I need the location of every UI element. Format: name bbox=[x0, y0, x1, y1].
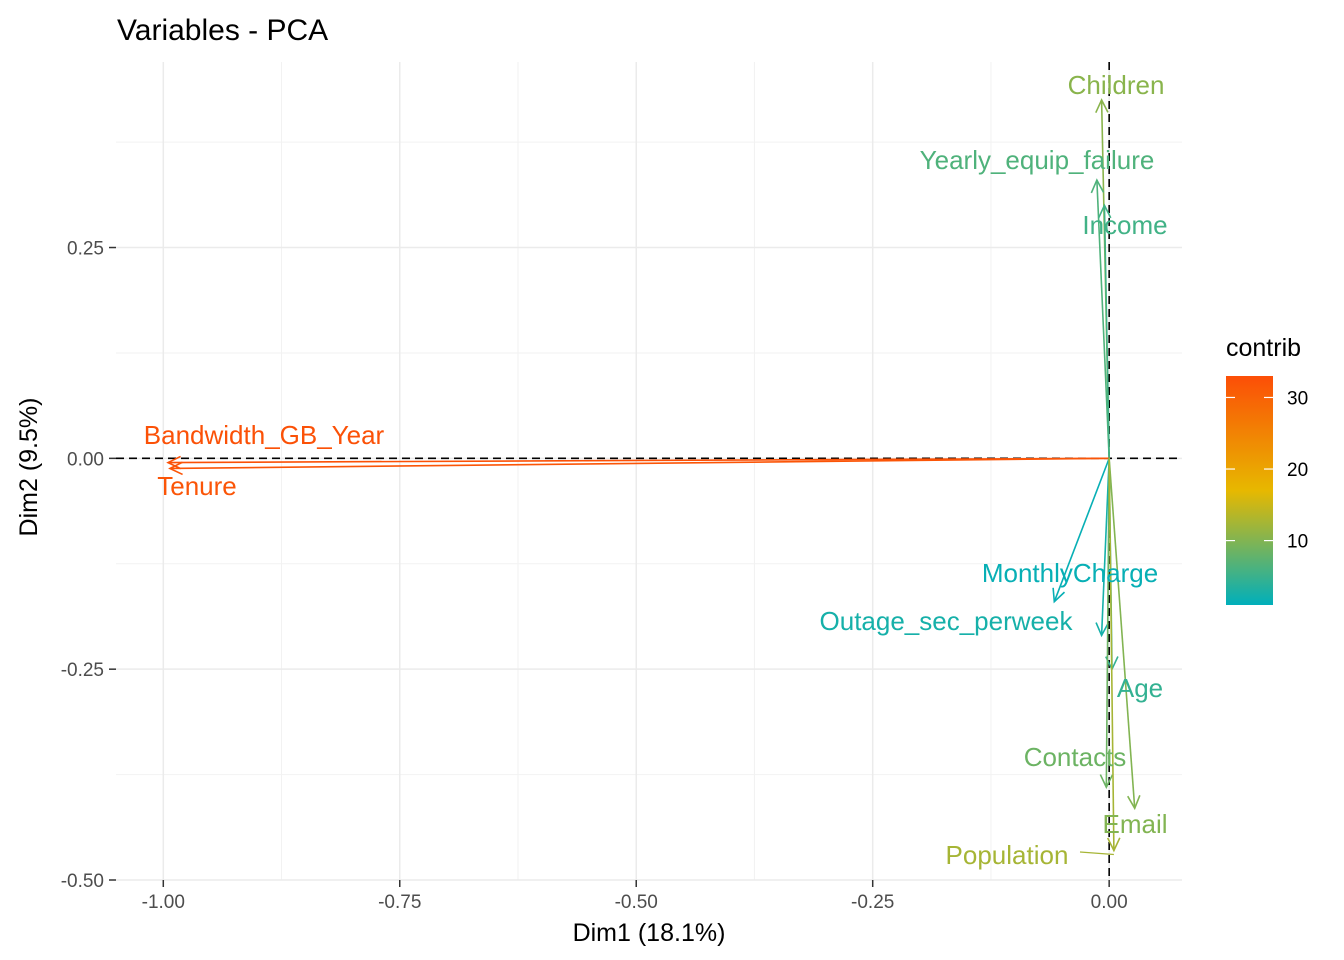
legend-tick-label: 30 bbox=[1287, 388, 1308, 409]
x-axis-ticks: -1.00 -0.75 -0.50 -0.25 0.00 bbox=[142, 880, 1128, 913]
legend-title: contrib bbox=[1226, 334, 1301, 362]
label-children: Children bbox=[1068, 70, 1165, 100]
x-tick-label: -0.50 bbox=[615, 892, 658, 913]
arrow-head-contacts bbox=[1099, 774, 1114, 790]
label-monthlycharge: MonthlyCharge bbox=[982, 558, 1158, 588]
arrow-head-monthlycharge bbox=[1052, 587, 1066, 604]
y-tick-label: -0.25 bbox=[61, 660, 104, 681]
arrow-line-outage-sec-perweek bbox=[1100, 458, 1110, 636]
label-bandwidth-gb-year: Bandwidth_GB_Year bbox=[144, 420, 385, 450]
arrow-head-email bbox=[1127, 795, 1141, 811]
legend-tick-label: 20 bbox=[1287, 460, 1308, 481]
label-connector-population bbox=[1079, 851, 1114, 856]
arrow-line-tenure bbox=[169, 457, 1110, 470]
arrow-head-bandwidth-gb-year bbox=[166, 455, 182, 470]
x-tick-label: -0.75 bbox=[378, 892, 421, 913]
reference-lines bbox=[116, 62, 1182, 880]
x-axis-title: Dim1 (18.1%) bbox=[573, 919, 726, 947]
arrow-head-outage-sec-perweek bbox=[1095, 622, 1109, 638]
label-yearly-equip-failure: Yearly_equip_failure bbox=[920, 145, 1155, 175]
x-tick-label: 0.00 bbox=[1091, 892, 1128, 913]
legend-tick-label: 10 bbox=[1287, 532, 1308, 553]
x-tick-label: -0.25 bbox=[851, 892, 894, 913]
variable-arrows bbox=[166, 98, 1141, 853]
arrow-line-email bbox=[1108, 458, 1136, 809]
arrow-line-yearly-equip-failure bbox=[1096, 180, 1110, 459]
y-tick-label: 0.25 bbox=[67, 239, 104, 260]
legend-colorbar bbox=[1226, 376, 1273, 605]
arrow-line-contacts bbox=[1105, 458, 1110, 788]
arrow-head-yearly-equip-failure bbox=[1090, 178, 1105, 194]
label-outage-sec-perweek: Outage_sec_perweek bbox=[820, 606, 1074, 636]
y-tick-label: 0.00 bbox=[67, 449, 104, 470]
label-tenure: Tenure bbox=[157, 471, 237, 501]
variable-labels: Children Yearly_equip_failure Income Bandwi… bbox=[144, 70, 1168, 870]
arrow-head-income bbox=[1097, 203, 1112, 219]
label-age: Age bbox=[1117, 673, 1163, 703]
label-email: Email bbox=[1102, 809, 1167, 839]
y-axis-title: Dim2 (9.5%) bbox=[15, 398, 43, 537]
arrow-head-population bbox=[1106, 837, 1121, 853]
label-population: Population bbox=[946, 840, 1069, 870]
label-income: Income bbox=[1082, 210, 1167, 240]
arrow-line-income bbox=[1103, 205, 1110, 459]
y-tick-label: -0.50 bbox=[61, 871, 104, 892]
arrow-head-children bbox=[1095, 98, 1109, 114]
grid-major bbox=[116, 62, 1182, 881]
chart-title: Variables - PCA bbox=[117, 14, 328, 47]
arrow-head-tenure bbox=[168, 461, 183, 476]
y-axis-ticks: 0.25 0.00 -0.25 -0.50 bbox=[61, 239, 116, 892]
x-tick-label: -1.00 bbox=[142, 892, 185, 913]
arrow-line-population bbox=[1108, 458, 1115, 851]
arrow-line-bandwidth-gb-year bbox=[168, 457, 1110, 464]
legend-ticks: 10 20 30 bbox=[1226, 388, 1308, 553]
arrow-line-monthlycharge bbox=[1053, 458, 1110, 602]
grid-minor bbox=[116, 62, 1182, 880]
contrib-legend: contrib 10 20 30 bbox=[1226, 334, 1308, 605]
label-contacts: Contacts bbox=[1024, 742, 1127, 772]
